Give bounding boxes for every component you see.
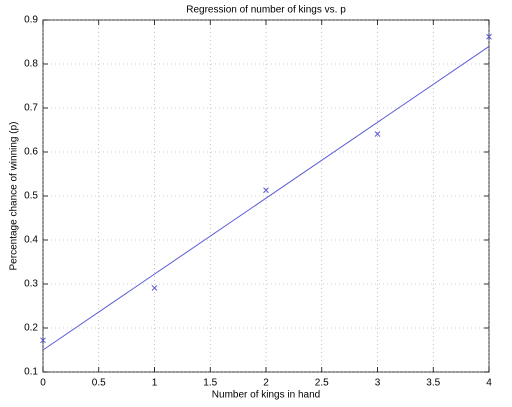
x-tick-label: 3.5 [426,378,440,389]
x-tick-label: 0 [40,378,46,389]
data-point [263,187,269,194]
y-tick-label: 0.3 [24,279,38,290]
x-axis-label: Number of kings in hand [212,390,320,401]
x-tick-label: 0.5 [92,378,106,389]
x-tick-label: 4 [486,378,492,389]
y-tick-label: 0.4 [24,235,38,246]
data-point [486,33,492,40]
x-tick-label: 3 [375,378,381,389]
y-tick-label: 0.8 [24,59,38,70]
y-axis-label: Percentage chance of winning (p) [9,122,20,271]
data-point [151,285,158,291]
y-tick-label: 0.9 [24,15,38,26]
regression-line [42,45,490,351]
x-tick-label: 1.5 [203,378,217,389]
data-point [374,131,381,137]
y-tick-label: 0.7 [24,103,38,114]
y-tick-label: 0.1 [24,367,38,378]
y-tick-label: 0.2 [24,323,38,334]
x-tick-label: 2.5 [315,378,329,389]
chart-title: Regression of number of kings vs. p [186,5,346,16]
x-tick-label: 2 [263,378,269,389]
y-tick-label: 0.6 [24,147,38,158]
y-tick-label: 0.5 [24,191,38,202]
data-point [40,337,46,344]
x-tick-label: 1 [152,378,158,389]
